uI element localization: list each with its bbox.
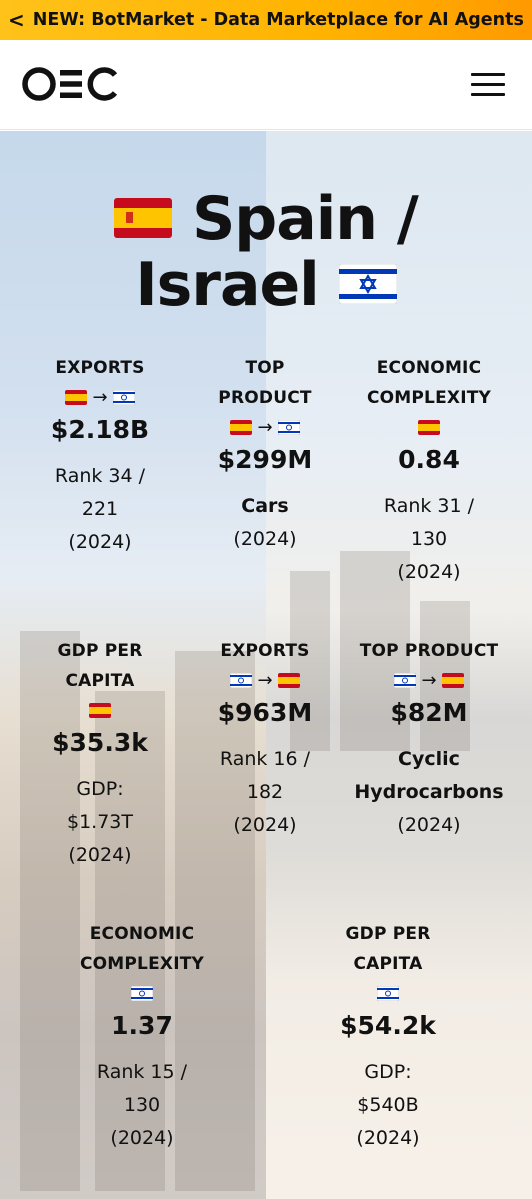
israel-flag-icon (230, 672, 253, 688)
stat-complexity-israel: ECONOMIC COMPLEXITY 1.37 Rank 15 / 130 (… (52, 919, 232, 1155)
spain-flag-icon (418, 419, 440, 435)
stat-product-name[interactable]: Hydrocarbons (354, 781, 504, 803)
flag-direction: → (339, 666, 519, 694)
stat-exports-israel-to-spain: EXPORTS → $963M Rank 16 / 182 (2024) (175, 636, 355, 842)
israel-flag-icon (112, 389, 135, 405)
flag-direction: → (175, 666, 355, 694)
stat-value: $963M (217, 698, 313, 727)
oec-logo-mark (22, 67, 118, 101)
announcement-banner[interactable]: < NEW: BotMarket - Data Marketplace for … (0, 0, 532, 40)
stat-label: COMPLEXITY (366, 388, 492, 408)
stat-label: GDP PER (345, 924, 431, 944)
spain-background-image (0, 131, 266, 1199)
israel-background-image (266, 131, 532, 1199)
stat-label: CAPITA (353, 954, 423, 974)
stat-label: COMPLEXITY (79, 954, 205, 974)
israel-flag-icon (277, 419, 300, 435)
spain-flag-icon (277, 672, 300, 688)
stat-top-product-israel-to-spain: TOP PRODUCT → $82M Cyclic Hydrocarbons (… (339, 636, 519, 842)
israel-flag-icon (338, 264, 397, 305)
stat-rank-total: 130 (410, 528, 448, 550)
stat-top-product-spain-to-israel: TOP PRODUCT → $299M Cars (2024) (175, 353, 355, 556)
stat-exports-spain-to-israel: EXPORTS → $2.18B Rank 34 / 221 (2024) (10, 353, 190, 559)
stat-product-name[interactable]: Cars (241, 495, 289, 517)
hamburger-menu-icon[interactable] (471, 70, 505, 98)
stat-label: ECONOMIC (89, 924, 195, 944)
stat-gdp-label: GDP: (76, 778, 124, 800)
spain-flag-icon (230, 419, 253, 435)
stat-year: (2024) (233, 528, 297, 550)
stat-value: 1.37 (111, 1011, 173, 1040)
israel-flag-icon (394, 672, 417, 688)
banner-text[interactable]: NEW: BotMarket - Data Marketplace for AI… (32, 10, 524, 30)
spain-flag-icon (89, 702, 111, 718)
stat-rank-total: 221 (81, 498, 119, 520)
hero-section: Spain / Israel EXPORTS → $2.18B Rank 34 … (0, 131, 532, 1199)
stat-rank: Rank 16 / (219, 748, 311, 770)
spain-flag-icon (441, 672, 464, 688)
stat-label: ECONOMIC (376, 358, 482, 378)
stat-rank-total: 182 (246, 781, 284, 803)
flag-direction (52, 979, 232, 1007)
flag-direction (298, 979, 478, 1007)
stat-year: (2024) (110, 1127, 174, 1149)
stat-label: CAPITA (65, 671, 135, 691)
stat-year: (2024) (68, 531, 132, 553)
stat-value: $54.2k (340, 1011, 436, 1040)
stat-year: (2024) (397, 561, 461, 583)
stat-product-name[interactable]: Cyclic (398, 748, 460, 770)
stat-gdp-per-capita-spain: GDP PER CAPITA $35.3k GDP: $1.73T (2024) (10, 636, 190, 872)
arrow-icon: → (257, 669, 273, 691)
israel-flag-icon (131, 985, 153, 1001)
stat-value: $82M (390, 698, 468, 727)
stat-rank: Rank 34 / (54, 465, 146, 487)
stat-label: EXPORTS (220, 641, 310, 661)
stat-gdp-label: GDP: (364, 1061, 412, 1083)
spain-flag-icon (65, 389, 88, 405)
stat-value: $299M (217, 445, 313, 474)
stat-label: TOP (245, 358, 285, 378)
stat-label: PRODUCT (218, 388, 312, 408)
stat-value: $2.18B (50, 415, 150, 444)
stat-value: 0.84 (398, 445, 460, 474)
stat-gdp-value: $1.73T (67, 811, 133, 833)
flag-direction (10, 696, 190, 724)
page-title: Spain / Israel (0, 186, 532, 318)
arrow-icon: → (257, 416, 273, 438)
chevron-left-icon[interactable]: < (8, 8, 25, 32)
stat-year: (2024) (397, 814, 461, 836)
stat-year: (2024) (356, 1127, 420, 1149)
flag-direction (339, 413, 519, 441)
spain-flag-icon (114, 198, 173, 239)
stat-label: TOP PRODUCT (359, 641, 499, 661)
stat-value: $35.3k (52, 728, 148, 757)
stat-year: (2024) (68, 844, 132, 866)
stat-rank: Rank 31 / (383, 495, 475, 517)
stat-label: GDP PER (57, 641, 143, 661)
stat-complexity-spain: ECONOMIC COMPLEXITY 0.84 Rank 31 / 130 (… (339, 353, 519, 589)
title-line-2: Israel (135, 250, 319, 320)
oec-logo[interactable] (22, 67, 118, 101)
stat-gdp-per-capita-israel: GDP PER CAPITA $54.2k GDP: $540B (2024) (298, 919, 478, 1155)
stat-rank-total: 130 (123, 1094, 161, 1116)
flag-direction: → (10, 383, 190, 411)
stat-year: (2024) (233, 814, 297, 836)
stat-label: EXPORTS (55, 358, 145, 378)
stat-rank: Rank 15 / (96, 1061, 188, 1083)
stat-gdp-value: $540B (357, 1094, 419, 1116)
israel-flag-icon (377, 985, 399, 1001)
title-line-1: Spain / (192, 184, 419, 254)
arrow-icon: → (92, 386, 108, 408)
flag-direction: → (175, 413, 355, 441)
arrow-icon: → (421, 669, 437, 691)
site-header (0, 40, 532, 130)
